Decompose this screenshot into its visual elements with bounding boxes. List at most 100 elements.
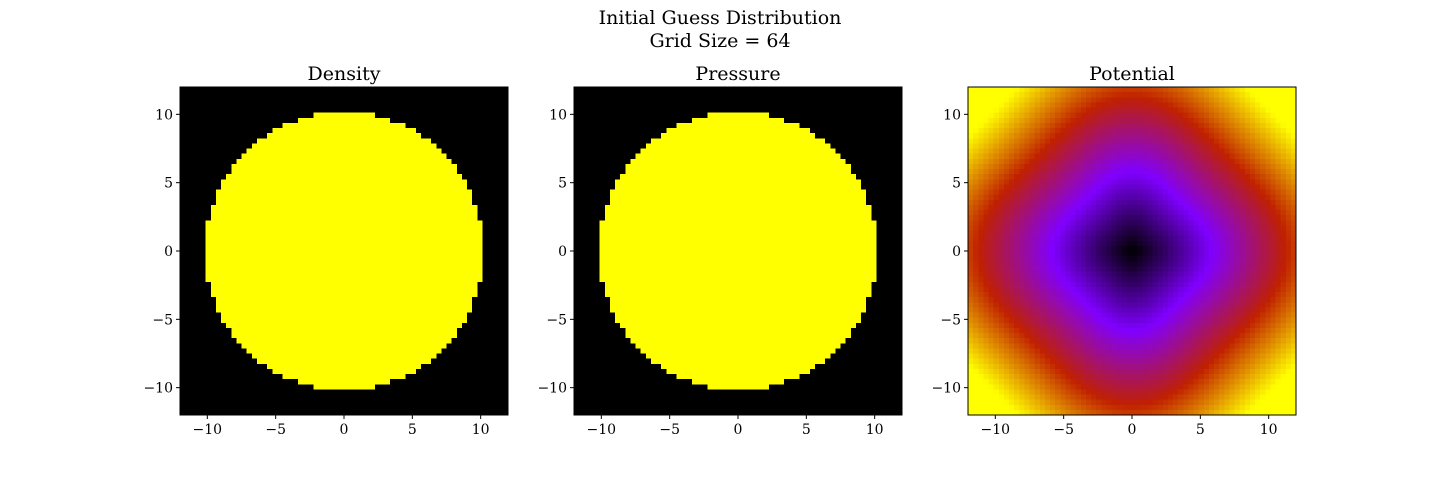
density-cell <box>487 312 493 318</box>
density-cell <box>344 343 350 349</box>
density-cell <box>379 225 386 231</box>
density-cell <box>338 322 345 329</box>
density-cell <box>308 199 314 206</box>
density-cell <box>292 394 299 400</box>
density-cell <box>461 353 468 359</box>
density-cell <box>441 92 447 98</box>
density-cell <box>415 297 422 303</box>
density-cell <box>292 97 299 103</box>
density-cell <box>451 169 458 175</box>
density-cell <box>446 128 452 134</box>
density-cell <box>236 271 242 277</box>
density-cell <box>426 266 432 272</box>
pressure-cell <box>732 107 739 113</box>
pressure-cell <box>650 87 657 93</box>
density-cell <box>436 143 442 149</box>
density-cell <box>256 302 263 308</box>
density-cell <box>323 204 329 211</box>
density-cell <box>313 338 319 344</box>
density-cell <box>236 286 242 293</box>
density-cell <box>205 107 212 113</box>
density-cell <box>359 215 365 221</box>
density-cell <box>426 189 432 195</box>
density-cell <box>221 153 227 160</box>
density-cell <box>482 251 488 257</box>
density-cell <box>379 194 386 201</box>
density-cell <box>231 230 237 236</box>
density-cell <box>354 87 360 93</box>
pressure-cell <box>604 143 611 149</box>
density-cell <box>262 97 268 103</box>
density-cell <box>292 102 299 108</box>
density-cell <box>267 112 273 119</box>
density-cell <box>185 189 191 195</box>
density-cell <box>502 286 509 293</box>
pressure-cell <box>686 138 693 144</box>
density-cell <box>333 368 340 375</box>
pressure-cell <box>661 117 667 124</box>
pressure-cell <box>876 117 882 124</box>
pressure-cell <box>830 143 836 149</box>
pressure-cell <box>871 92 877 98</box>
density-cell <box>267 327 273 334</box>
density-cell <box>333 333 340 339</box>
density-cell <box>354 276 360 283</box>
pressure-cell <box>661 143 667 149</box>
pressure-cell <box>835 97 841 103</box>
pressure-cell <box>850 87 857 93</box>
density-cell <box>359 292 365 298</box>
density-cell <box>497 97 504 103</box>
density-cell <box>292 184 299 190</box>
density-cell <box>354 128 360 134</box>
density-cell <box>369 215 376 221</box>
density-cell <box>333 163 340 170</box>
pressure-cell <box>799 107 805 113</box>
density-cell <box>492 281 499 288</box>
density-cell <box>354 343 360 349</box>
density-cell <box>344 394 350 400</box>
density-cell <box>195 271 201 277</box>
density-cell <box>492 368 499 375</box>
density-cell <box>497 374 504 380</box>
density-cell <box>487 353 493 359</box>
density-cell <box>303 317 309 324</box>
pressure-cell <box>640 92 647 98</box>
density-cell <box>195 194 201 201</box>
density-cell <box>338 271 345 277</box>
pressure-cell <box>717 143 723 149</box>
density-cell <box>497 399 504 406</box>
density-cell <box>390 179 396 185</box>
density-cell <box>287 143 294 149</box>
density-cell <box>185 256 191 262</box>
density-cell <box>467 266 473 272</box>
density-cell <box>364 153 370 160</box>
density-cell <box>415 158 422 165</box>
density-cell <box>390 204 396 211</box>
density-cell <box>426 117 432 124</box>
density-cell <box>210 363 217 370</box>
density-cell <box>472 333 478 339</box>
density-cell <box>313 122 319 129</box>
density-cell <box>297 317 304 324</box>
density-cell <box>461 389 468 395</box>
density-cell <box>272 363 278 370</box>
pressure-cell <box>768 112 775 119</box>
density-cell <box>251 189 258 195</box>
density-cell <box>472 368 478 375</box>
density-cell <box>374 225 381 231</box>
density-cell <box>200 163 206 170</box>
density-cell <box>441 409 447 416</box>
pressure-cell <box>753 102 759 108</box>
density-cell <box>287 194 294 201</box>
density-cell <box>431 220 437 226</box>
density-cell <box>180 112 186 119</box>
density-cell <box>333 225 340 231</box>
density-cell <box>477 169 483 175</box>
density-cell <box>338 153 345 160</box>
density-cell <box>487 317 493 324</box>
pressure-cell <box>645 122 652 129</box>
density-cell <box>400 353 406 359</box>
pressure-cell <box>763 133 770 139</box>
density-cell <box>231 87 237 93</box>
density-cell <box>287 133 294 139</box>
